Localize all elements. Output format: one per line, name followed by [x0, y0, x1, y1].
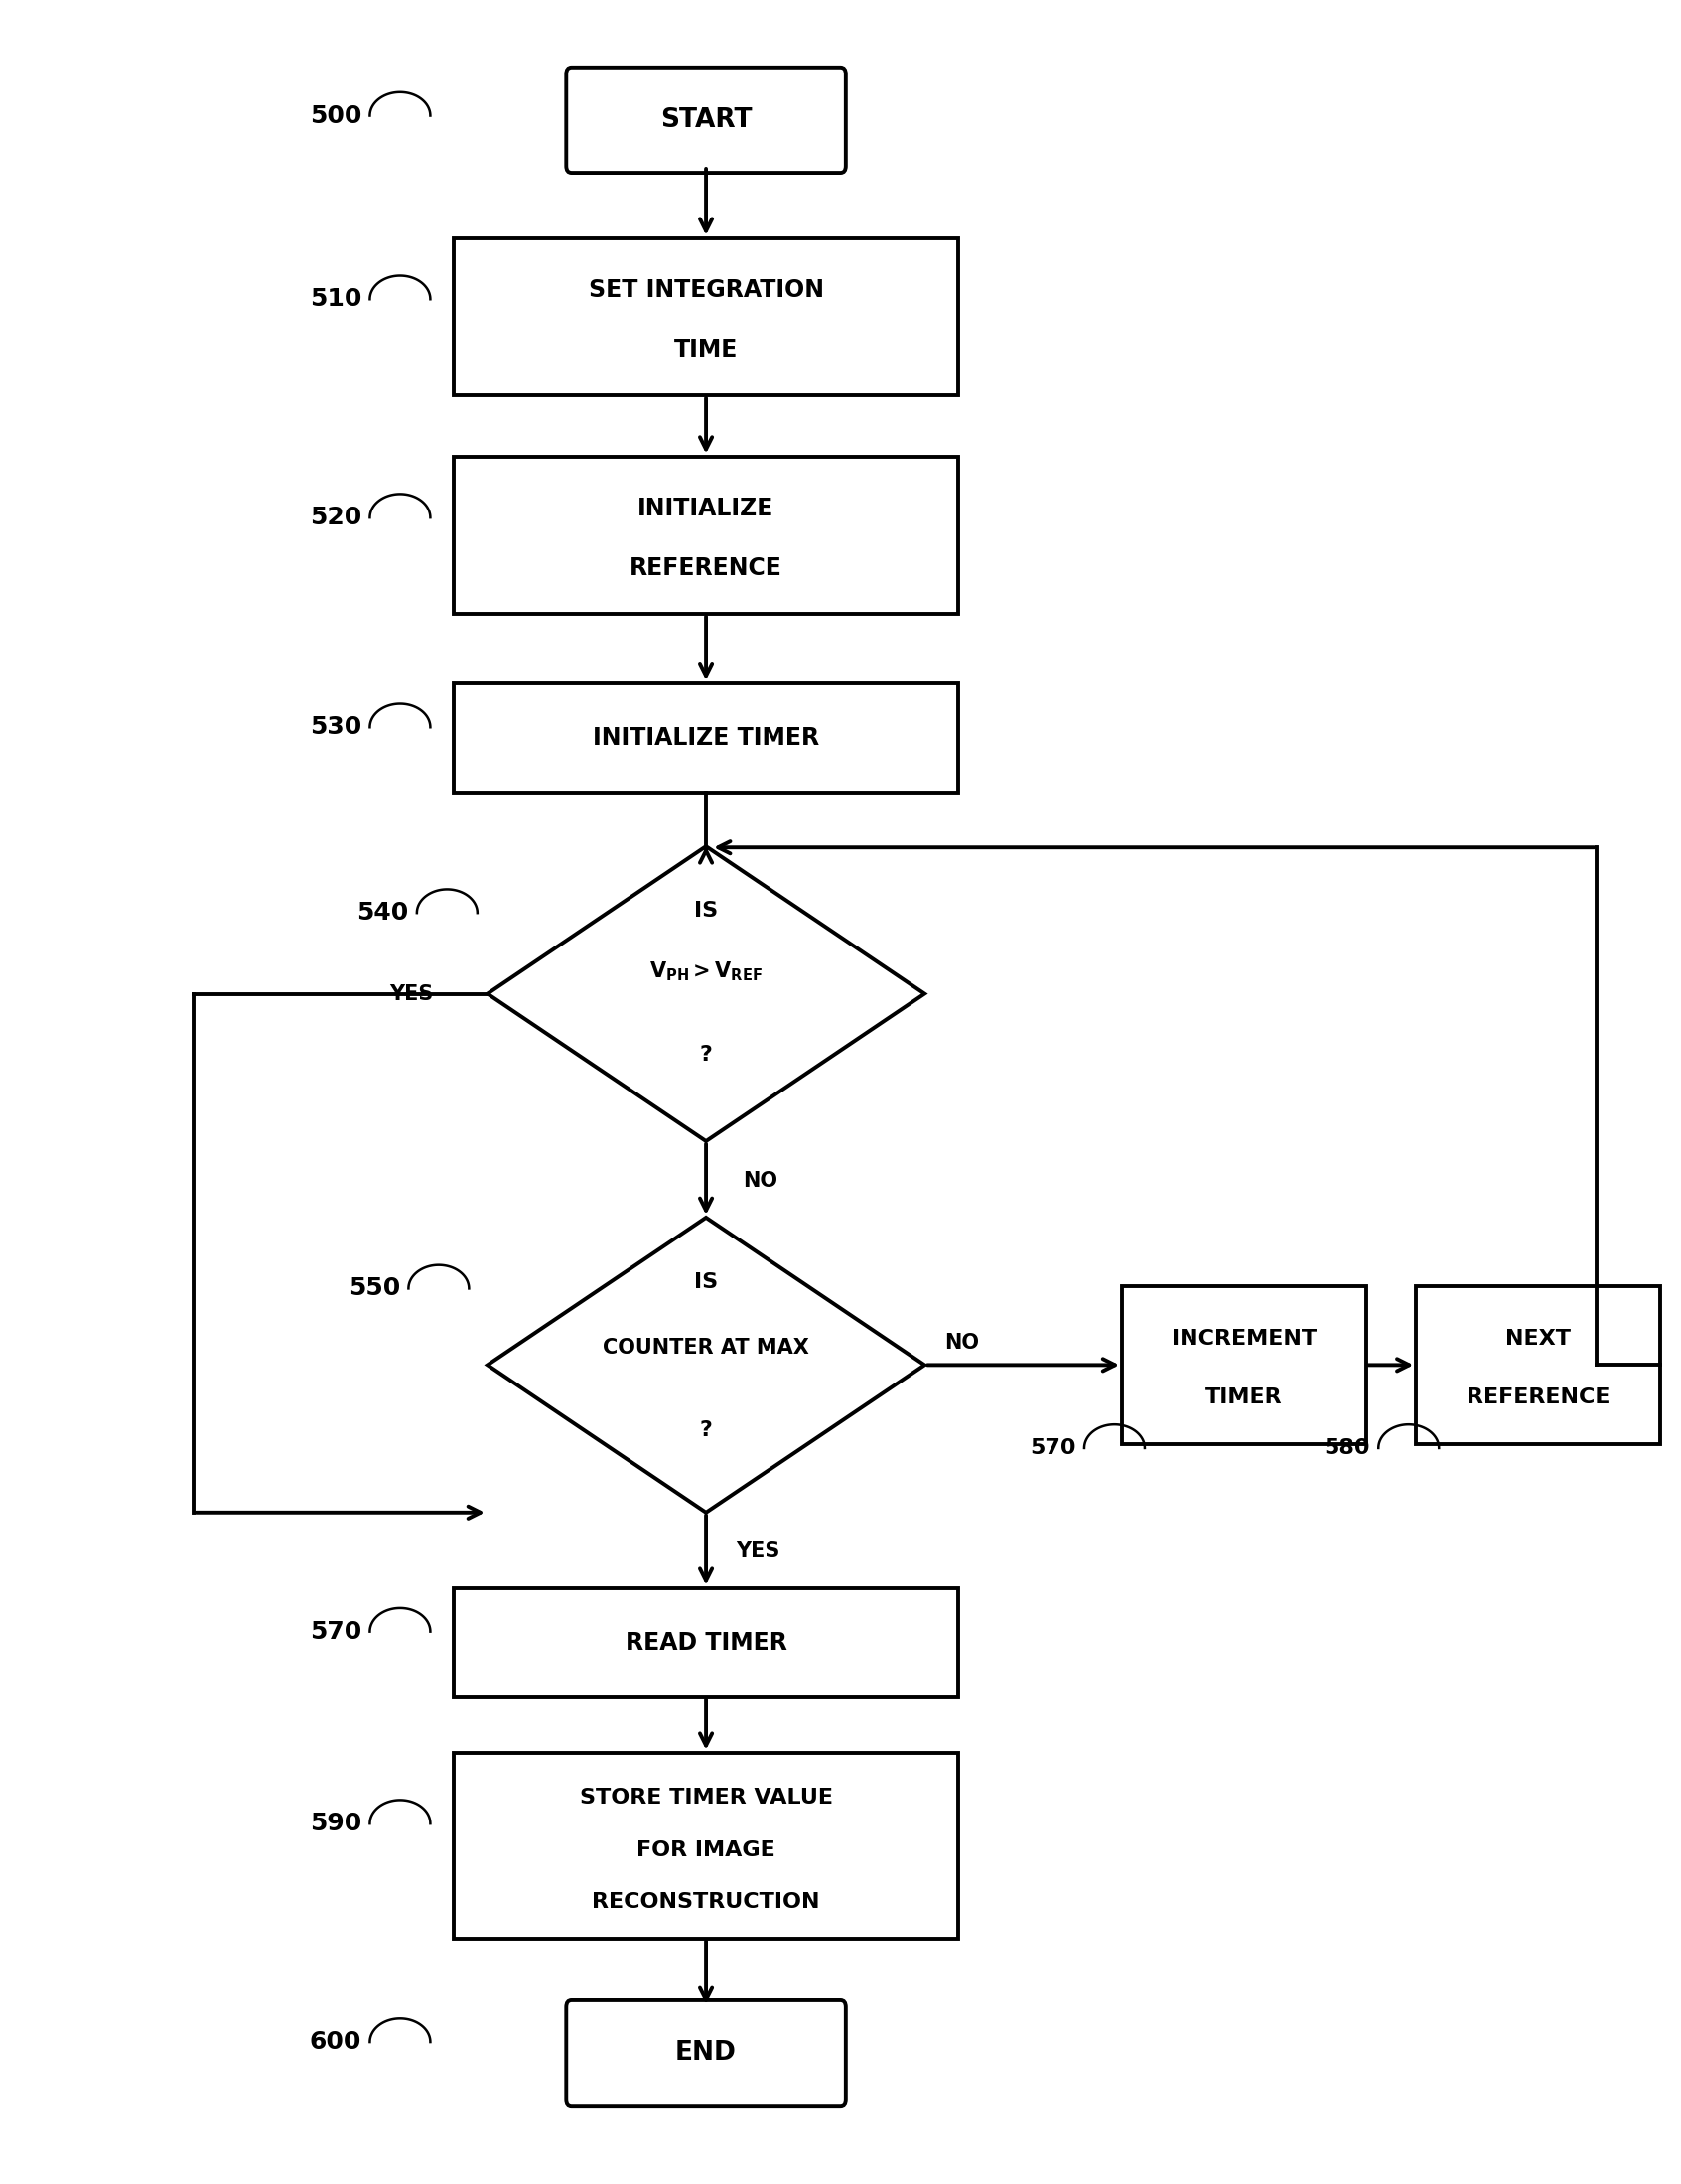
Text: ?: ?	[699, 1420, 713, 1441]
Bar	[1415, 1286, 1661, 1444]
Text: TIME: TIME	[674, 339, 738, 360]
Text: IS: IS	[694, 900, 718, 922]
Text: REFERENCE: REFERENCE	[1466, 1387, 1610, 1409]
Polygon shape	[487, 1219, 925, 1511]
Text: COUNTER AT MAX: COUNTER AT MAX	[603, 1337, 809, 1358]
Bar	[454, 1588, 958, 1697]
Text: 570: 570	[1030, 1437, 1076, 1459]
Text: TIMER: TIMER	[1205, 1387, 1283, 1409]
Polygon shape	[487, 845, 925, 1140]
Bar	[454, 456, 958, 614]
Text: START: START	[661, 107, 751, 133]
Text: 510: 510	[309, 288, 361, 310]
Text: INITIALIZE TIMER: INITIALIZE TIMER	[593, 727, 819, 749]
Text: YES: YES	[390, 983, 434, 1005]
Text: READ TIMER: READ TIMER	[625, 1631, 787, 1653]
Text: 530: 530	[309, 716, 361, 738]
Text: INITIALIZE: INITIALIZE	[637, 498, 775, 520]
Text: NEXT: NEXT	[1506, 1328, 1570, 1350]
Bar	[1121, 1286, 1365, 1444]
Text: 500: 500	[309, 105, 361, 127]
Text: FOR IMAGE: FOR IMAGE	[637, 1839, 775, 1861]
Text: REFERENCE: REFERENCE	[630, 557, 782, 579]
Text: $\mathbf{V_{PH}}$$\mathbf{>V_{REF}}$: $\mathbf{V_{PH}}$$\mathbf{>V_{REF}}$	[649, 961, 763, 983]
Text: 590: 590	[309, 1813, 361, 1835]
Bar	[454, 1752, 958, 1939]
Text: 520: 520	[309, 507, 361, 529]
Text: 550: 550	[348, 1278, 400, 1299]
Text: RECONSTRUCTION: RECONSTRUCTION	[592, 1891, 820, 1913]
Text: YES: YES	[736, 1542, 780, 1562]
Text: 580: 580	[1325, 1437, 1370, 1459]
Text: END: END	[676, 2040, 736, 2066]
FancyBboxPatch shape	[566, 2001, 846, 2105]
Bar	[454, 684, 958, 793]
Text: STORE TIMER VALUE: STORE TIMER VALUE	[580, 1787, 832, 1808]
Text: ?: ?	[699, 1044, 713, 1066]
FancyBboxPatch shape	[566, 68, 846, 173]
Text: INCREMENT: INCREMENT	[1172, 1328, 1316, 1350]
Text: NO: NO	[945, 1332, 980, 1354]
Bar	[454, 238, 958, 395]
Text: NO: NO	[743, 1171, 778, 1190]
Text: 540: 540	[356, 902, 408, 924]
Text: 570: 570	[309, 1621, 361, 1642]
Text: IS: IS	[694, 1271, 718, 1293]
Text: SET INTEGRATION: SET INTEGRATION	[588, 280, 824, 301]
Text: 600: 600	[309, 2031, 361, 2053]
